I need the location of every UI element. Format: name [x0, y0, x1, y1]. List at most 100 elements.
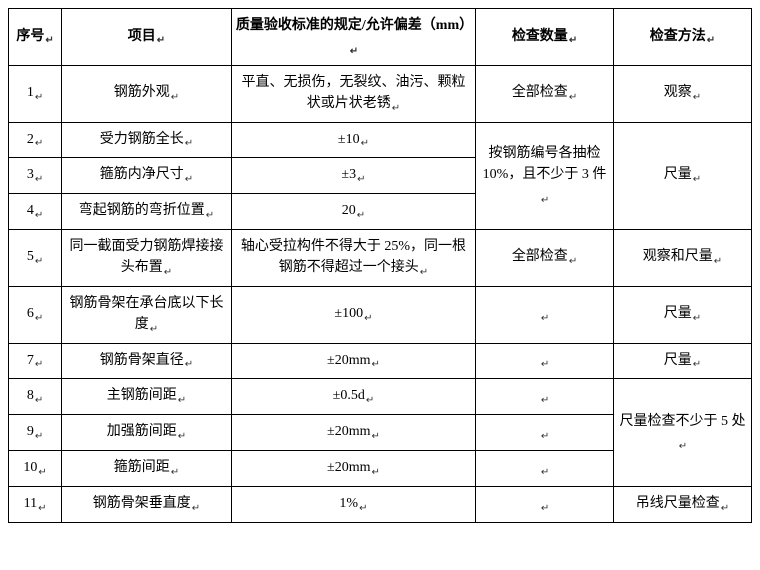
- cell-std: 20↵: [231, 194, 475, 230]
- cell-item: 受力钢筋全长↵: [62, 122, 232, 158]
- cell-meth-merged: 尺量↵: [614, 122, 752, 229]
- cell-std: ±10↵: [231, 122, 475, 158]
- col-qty: 检查数量↵: [476, 9, 614, 66]
- cell-item: 箍筋间距↵: [62, 450, 232, 486]
- cell-item: 钢筋外观↵: [62, 65, 232, 122]
- cell-seq: 10↵: [9, 450, 62, 486]
- cell-marker-icon: ↵: [34, 138, 43, 149]
- cell-marker-icon: ↵: [540, 467, 549, 478]
- col-standard: 质量验收标准的规定/允许偏差（mm）↵: [231, 9, 475, 66]
- cell-qty-merged: 按钢筋编号各抽检 10%，且不少于 3 件↵: [476, 122, 614, 229]
- cell-marker-icon: ↵: [34, 92, 43, 103]
- cell-item: 弯起钢筋的弯折位置↵: [62, 194, 232, 230]
- cell-meth: 观察和尺量↵: [614, 229, 752, 286]
- cell-marker-icon: ↵: [163, 267, 172, 278]
- cell-marker-icon: ↵: [34, 210, 43, 221]
- cell-item: 加强筋间距↵: [62, 415, 232, 451]
- cell-item: 箍筋内净尺寸↵: [62, 158, 232, 194]
- cell-item: 钢筋骨架在承台底以下长度↵: [62, 286, 232, 343]
- cell-item: 主钢筋间距↵: [62, 379, 232, 415]
- cell-seq: 2↵: [9, 122, 62, 158]
- cell-marker-icon: ↵: [34, 313, 43, 324]
- cell-marker-icon: ↵: [678, 441, 687, 452]
- cell-seq: 4↵: [9, 194, 62, 230]
- cell-marker-icon: ↵: [34, 359, 43, 370]
- col-seq: 序号↵: [9, 9, 62, 66]
- cell-marker-icon: ↵: [568, 35, 577, 46]
- cell-meth: 尺量↵: [614, 343, 752, 379]
- cell-marker-icon: ↵: [149, 324, 158, 335]
- cell-qty: ↵: [476, 450, 614, 486]
- cell-std: ±3↵: [231, 158, 475, 194]
- cell-std: ±20mm↵: [231, 415, 475, 451]
- cell-marker-icon: ↵: [177, 431, 186, 442]
- cell-seq: 6↵: [9, 286, 62, 343]
- cell-seq: 11↵: [9, 486, 62, 522]
- cell-marker-icon: ↵: [692, 92, 701, 103]
- cell-qty: ↵: [476, 379, 614, 415]
- cell-marker-icon: ↵: [34, 174, 43, 185]
- cell-marker-icon: ↵: [540, 503, 549, 514]
- cell-marker-icon: ↵: [170, 467, 179, 478]
- cell-seq: 5↵: [9, 229, 62, 286]
- cell-marker-icon: ↵: [184, 359, 193, 370]
- table-row: 2↵ 受力钢筋全长↵ ±10↵ 按钢筋编号各抽检 10%，且不少于 3 件↵ 尺…: [9, 122, 752, 158]
- cell-std: ±100↵: [231, 286, 475, 343]
- cell-qty: 全部检查↵: [476, 229, 614, 286]
- cell-marker-icon: ↵: [37, 503, 46, 514]
- table-row: 11↵ 钢筋骨架垂直度↵ 1%↵ ↵ 吊线尺量检查↵: [9, 486, 752, 522]
- cell-marker-icon: ↵: [692, 174, 701, 185]
- cell-std: 平直、无损伤，无裂纹、油污、颗粒状或片状老锈↵: [231, 65, 475, 122]
- cell-marker-icon: ↵: [156, 35, 165, 46]
- cell-marker-icon: ↵: [568, 92, 577, 103]
- table-row: 6↵ 钢筋骨架在承台底以下长度↵ ±100↵ ↵ 尺量↵: [9, 286, 752, 343]
- cell-marker-icon: ↵: [349, 46, 358, 57]
- cell-marker-icon: ↵: [370, 359, 379, 370]
- cell-meth: 观察↵: [614, 65, 752, 122]
- cell-seq: 3↵: [9, 158, 62, 194]
- cell-marker-icon: ↵: [356, 174, 365, 185]
- cell-seq: 9↵: [9, 415, 62, 451]
- cell-marker-icon: ↵: [365, 395, 374, 406]
- cell-marker-icon: ↵: [358, 503, 367, 514]
- cell-marker-icon: ↵: [356, 210, 365, 221]
- cell-meth: 吊线尺量检查↵: [614, 486, 752, 522]
- table-row: 8↵ 主钢筋间距↵ ±0.5d↵ ↵ 尺量检查不少于 5 处↵: [9, 379, 752, 415]
- cell-std: 轴心受拉构件不得大于 25%，同一根钢筋不得超过一个接头↵: [231, 229, 475, 286]
- cell-item: 钢筋骨架直径↵: [62, 343, 232, 379]
- cell-marker-icon: ↵: [363, 313, 372, 324]
- cell-marker-icon: ↵: [391, 103, 400, 114]
- cell-marker-icon: ↵: [34, 431, 43, 442]
- cell-meth-merged: 尺量检查不少于 5 处↵: [614, 379, 752, 486]
- col-method: 检查方法↵: [614, 9, 752, 66]
- cell-marker-icon: ↵: [713, 256, 722, 267]
- table-row: 5↵ 同一截面受力钢筋焊接接头布置↵ 轴心受拉构件不得大于 25%，同一根钢筋不…: [9, 229, 752, 286]
- cell-marker-icon: ↵: [540, 431, 549, 442]
- cell-marker-icon: ↵: [37, 467, 46, 478]
- cell-marker-icon: ↵: [540, 313, 549, 324]
- table-header-row: 序号↵ 项目↵ 质量验收标准的规定/允许偏差（mm）↵ 检查数量↵ 检查方法↵: [9, 9, 752, 66]
- cell-seq: 7↵: [9, 343, 62, 379]
- cell-qty: ↵: [476, 415, 614, 451]
- cell-seq: 1↵: [9, 65, 62, 122]
- cell-qty: 全部检查↵: [476, 65, 614, 122]
- cell-std: ±20mm↵: [231, 450, 475, 486]
- cell-marker-icon: ↵: [191, 503, 200, 514]
- cell-marker-icon: ↵: [419, 267, 428, 278]
- cell-qty: ↵: [476, 286, 614, 343]
- cell-std: ±0.5d↵: [231, 379, 475, 415]
- cell-marker-icon: ↵: [34, 395, 43, 406]
- cell-item: 钢筋骨架垂直度↵: [62, 486, 232, 522]
- cell-qty: ↵: [476, 343, 614, 379]
- cell-marker-icon: ↵: [44, 35, 53, 46]
- table-row: 1↵ 钢筋外观↵ 平直、无损伤，无裂纹、油污、颗粒状或片状老锈↵ 全部检查↵ 观…: [9, 65, 752, 122]
- cell-marker-icon: ↵: [184, 174, 193, 185]
- cell-marker-icon: ↵: [370, 467, 379, 478]
- cell-marker-icon: ↵: [34, 256, 43, 267]
- cell-marker-icon: ↵: [177, 395, 186, 406]
- cell-marker-icon: ↵: [568, 256, 577, 267]
- cell-std: 1%↵: [231, 486, 475, 522]
- cell-qty: ↵: [476, 486, 614, 522]
- inspection-table: 序号↵ 项目↵ 质量验收标准的规定/允许偏差（mm）↵ 检查数量↵ 检查方法↵ …: [8, 8, 752, 523]
- col-item: 项目↵: [62, 9, 232, 66]
